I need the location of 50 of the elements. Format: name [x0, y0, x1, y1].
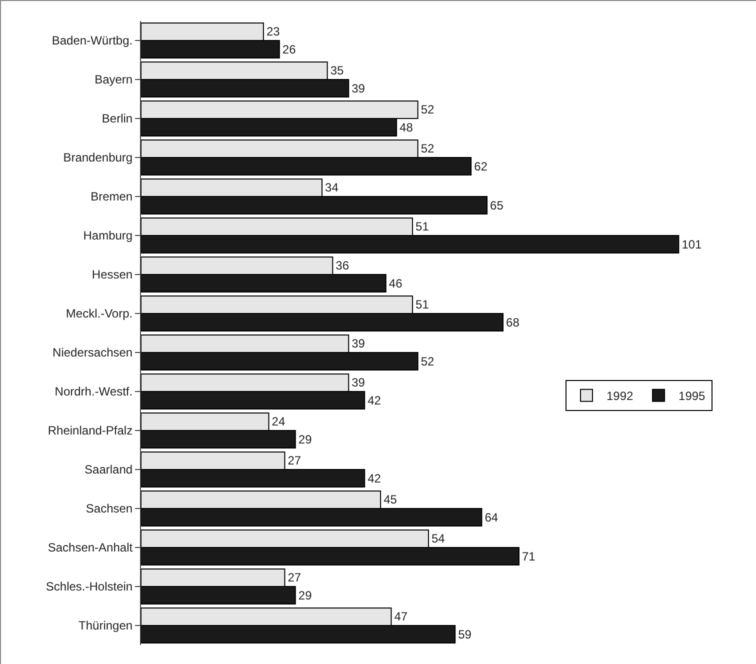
- data-label: 27: [288, 570, 302, 585]
- data-label: 52: [420, 142, 435, 156]
- data-label: 45: [384, 492, 398, 507]
- data-label: 52: [420, 102, 435, 117]
- y-tick-label: Berlin: [102, 112, 133, 126]
- data-label: 64: [484, 510, 498, 524]
- data-label: 101: [682, 237, 702, 252]
- data-label: 39: [352, 81, 366, 96]
- y-tick-label: Thüringen: [78, 618, 133, 633]
- data-label: 54: [431, 532, 446, 546]
- legend-label: 1995: [678, 389, 706, 404]
- y-tick-label: Rheinland-Pfalz: [48, 424, 133, 438]
- data-label: 65: [490, 198, 504, 212]
- y-tick-label: Baden-Würtbg.: [52, 34, 133, 48]
- data-label: 26: [282, 42, 296, 56]
- data-label: 71: [522, 549, 536, 564]
- data-label: 29: [298, 588, 312, 602]
- data-label: 34: [325, 180, 339, 195]
- y-tick-label: Schles.-Holstein: [46, 580, 133, 594]
- y-tick-label: Meckl.-Vorp.: [66, 306, 133, 321]
- y-tick-label: Niedersachsen: [52, 346, 133, 360]
- data-label: 47: [394, 610, 408, 624]
- data-label: 39: [352, 376, 366, 390]
- y-tick-label: Brandenburg: [63, 150, 133, 165]
- y-tick-label: Bayern: [94, 72, 133, 87]
- data-label: 35: [330, 64, 344, 78]
- data-label: 62: [474, 159, 488, 174]
- data-label: 42: [368, 393, 382, 408]
- y-tick-label: Saarland: [84, 462, 133, 477]
- data-label: 46: [388, 276, 403, 290]
- data-label: 27: [288, 454, 302, 468]
- data-label: 24: [272, 414, 286, 429]
- data-label: 29: [298, 432, 312, 446]
- y-tick-label: Nordrh.-Westf.: [54, 384, 133, 399]
- data-label: 52: [420, 354, 435, 368]
- y-tick-label: Bremen: [90, 190, 133, 204]
- y-tick-label: Hamburg: [83, 228, 133, 243]
- data-label: 48: [400, 120, 414, 134]
- data-label: 36: [336, 258, 350, 273]
- data-label: 51: [416, 298, 430, 312]
- data-label: 68: [506, 315, 520, 330]
- y-tick-label: Sachsen: [86, 502, 133, 516]
- data-label: 42: [368, 471, 382, 486]
- y-tick-label: Sachsen-Anhalt: [48, 540, 134, 555]
- data-label: 39: [352, 336, 366, 351]
- data-label: 51: [416, 220, 430, 234]
- y-tick-label: Hessen: [92, 268, 133, 282]
- data-label: 23: [266, 24, 280, 39]
- data-label: 59: [458, 627, 472, 642]
- legend-label: 1992: [606, 389, 634, 404]
